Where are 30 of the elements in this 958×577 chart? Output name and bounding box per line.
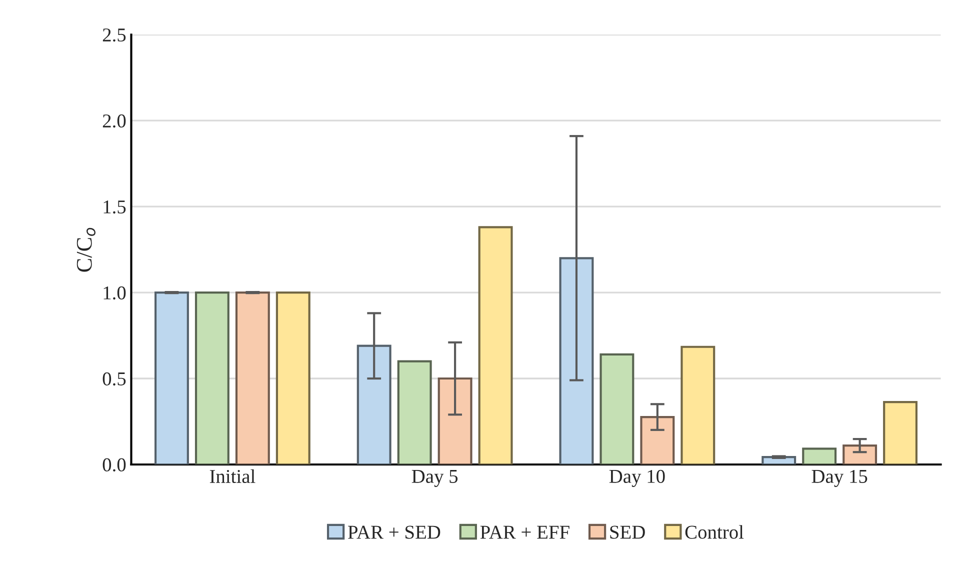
- bar: [235, 291, 270, 464]
- bar: [478, 226, 513, 464]
- bar: [397, 360, 432, 464]
- bar: [276, 291, 310, 464]
- y-tick-label: 1.0: [104, 286, 126, 300]
- legend-label: PAR + EFF: [480, 526, 570, 539]
- y-tick-label: 0.5: [102, 372, 126, 386]
- bar: [640, 416, 675, 464]
- bar: [600, 353, 634, 464]
- y-tick-label: 2.5: [102, 28, 126, 42]
- legend-label: Control: [685, 525, 744, 539]
- legend-label: PAR + SED: [348, 526, 440, 539]
- bar: [356, 344, 392, 464]
- y-tick-label: 1.5: [104, 200, 126, 214]
- y-tick-label: 2.0: [102, 114, 126, 128]
- y-axis-title: C/C$_{o}$: [76, 228, 96, 272]
- bar: [438, 377, 472, 464]
- bar: [883, 401, 918, 464]
- x-tick-label: Day 15: [812, 470, 868, 487]
- legend-label: SED: [610, 526, 645, 539]
- bar: [802, 448, 837, 464]
- bar: [194, 291, 230, 464]
- bar: [680, 346, 716, 464]
- y-tick-label: 0.0: [102, 458, 126, 472]
- bar: [842, 444, 878, 464]
- bar: [559, 257, 594, 464]
- bar: [154, 291, 189, 464]
- x-tick-label: Day 5: [412, 470, 458, 487]
- x-tick-label: Day 10: [609, 470, 665, 487]
- x-tick-label: Initial: [210, 469, 256, 484]
